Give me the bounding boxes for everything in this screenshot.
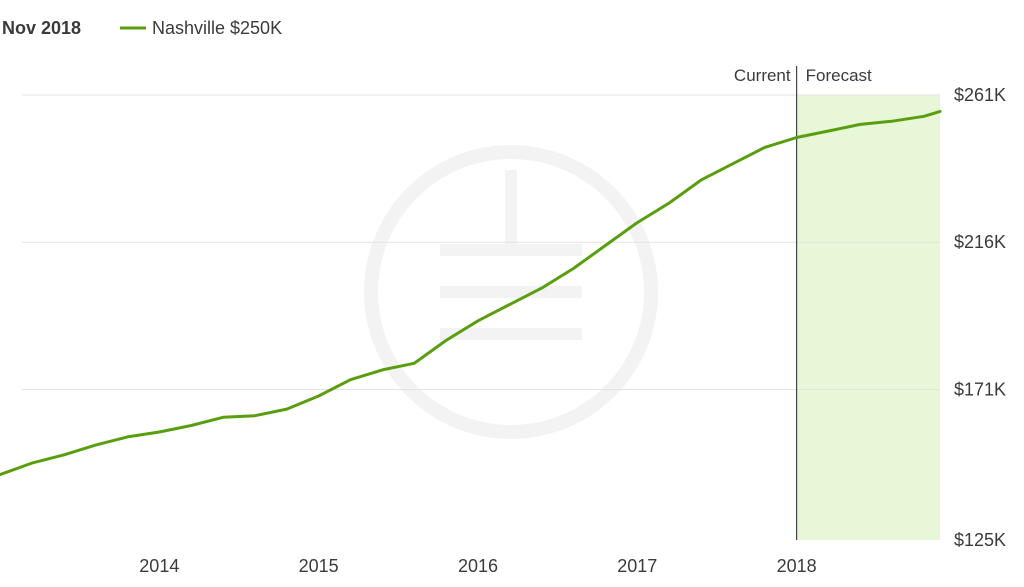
legend-date: Nov 2018 <box>2 18 81 38</box>
forecast-region <box>796 95 940 540</box>
y-tick-label: $216K <box>954 232 1006 252</box>
x-tick-label: 2016 <box>458 556 498 576</box>
grid-lines <box>22 94 940 390</box>
legend: Nov 2018 Nashville $250K <box>2 18 282 38</box>
y-tick-label: $125K <box>954 530 1006 550</box>
y-axis-ticks: $125K $171K $216K $261K <box>954 85 1006 550</box>
x-axis-ticks: 2014 2015 2016 2017 2018 <box>139 556 816 576</box>
forecast-label: Forecast <box>806 66 872 85</box>
x-tick-label: 2015 <box>299 556 339 576</box>
current-label: Current <box>734 66 791 85</box>
y-tick-label: $171K <box>954 379 1006 399</box>
watermark-logo-icon <box>364 145 658 439</box>
y-tick-label: $261K <box>954 85 1006 105</box>
x-tick-label: 2018 <box>777 556 817 576</box>
x-tick-label: 2017 <box>617 556 657 576</box>
x-tick-label: 2014 <box>139 556 179 576</box>
legend-series-label: Nashville $250K <box>152 18 282 38</box>
series-line-nashville <box>0 109 942 477</box>
